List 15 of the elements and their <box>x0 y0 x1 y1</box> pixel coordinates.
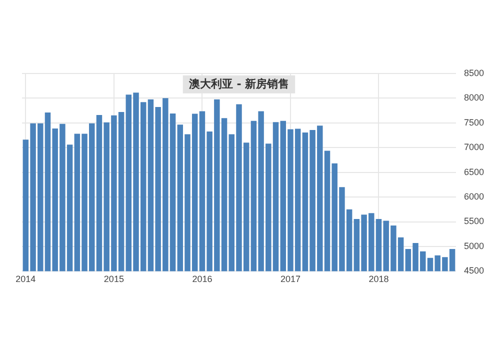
y-tick-label: 5500 <box>464 216 484 226</box>
y-tick-label: 7000 <box>464 142 484 152</box>
y-tick-label: 8500 <box>464 68 484 78</box>
x-tick-label: 2018 <box>368 274 389 284</box>
x-tick-label: 2014 <box>16 274 36 284</box>
y-tick-label: 6500 <box>464 166 484 177</box>
y-tick-label: 8000 <box>464 92 484 103</box>
y-tick-label: 6000 <box>464 192 484 202</box>
y-tick-label: 4500 <box>464 266 484 276</box>
y-tick-label: 5000 <box>464 240 484 251</box>
x-tick-label: 2016 <box>192 274 212 284</box>
y-tick-label: 7500 <box>464 117 484 128</box>
chart-title: 澳大利亚 - 新房销售 <box>188 77 290 90</box>
x-tick-label: 2017 <box>280 274 300 284</box>
x-tick-label: 2015 <box>104 274 124 284</box>
